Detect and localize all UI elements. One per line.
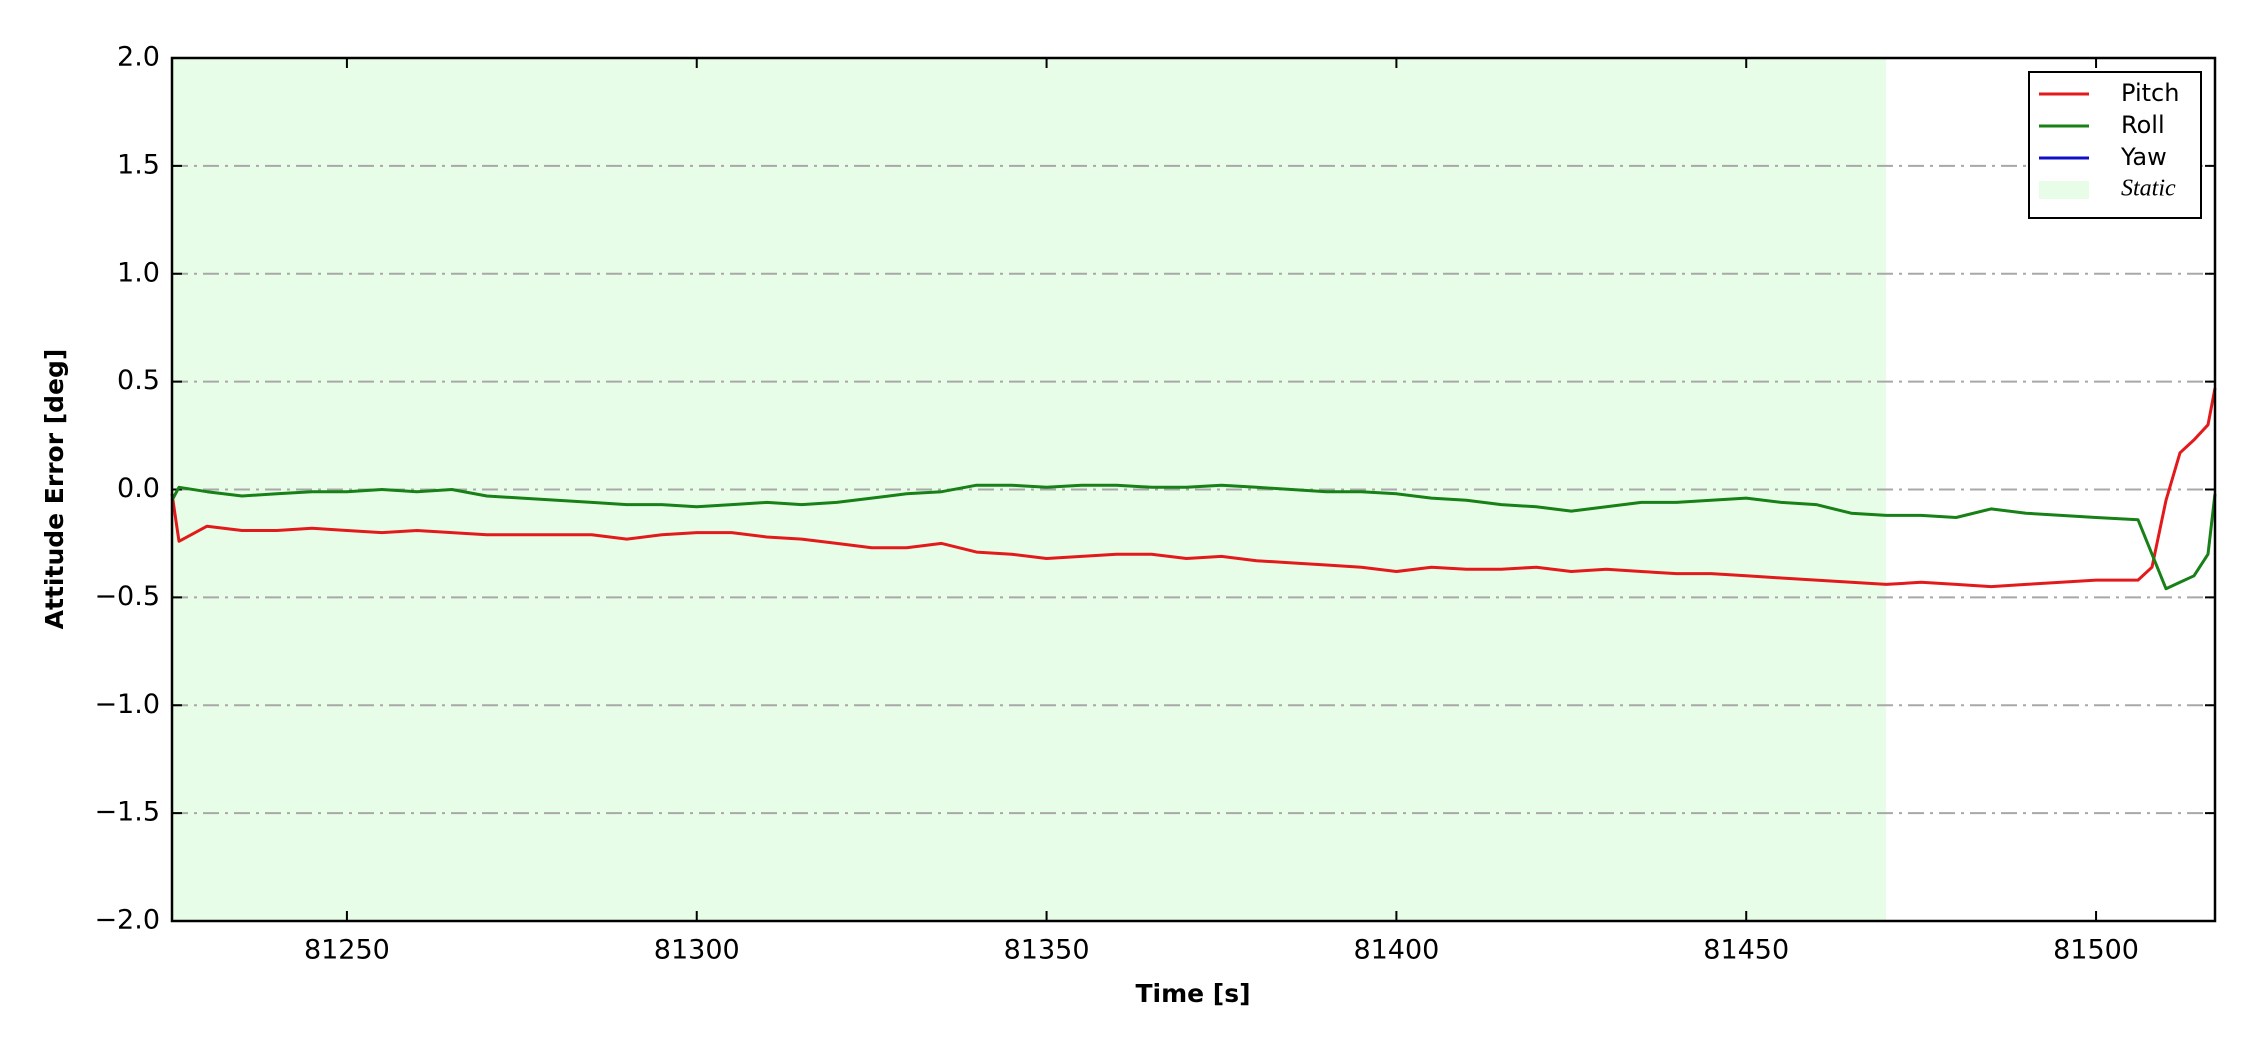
y-tick-label: −2.0 [94, 905, 160, 936]
x-tick-label: 81400 [1353, 935, 1439, 966]
legend-swatch [2039, 181, 2089, 199]
x-tick-label: 81450 [1703, 935, 1789, 966]
x-axis-label: Time [s] [1135, 979, 1250, 1008]
x-tick-label: 81300 [654, 935, 740, 966]
legend-label: Static [2121, 176, 2176, 202]
y-tick-label: 2.0 [117, 42, 160, 73]
legend-label: Roll [2121, 111, 2165, 139]
y-tick-label: 0.5 [117, 365, 160, 396]
series-line [170, 483, 2217, 591]
plot-frame [170, 56, 2217, 923]
y-tick-label: −1.0 [94, 689, 160, 720]
y-axis-label: Attitude Error [deg] [40, 349, 69, 630]
y-tick-label: 0.0 [117, 473, 160, 504]
x-tick-label: 81350 [1004, 935, 1090, 966]
y-tick-label: −0.5 [94, 581, 160, 612]
x-tick-label: 81500 [2053, 935, 2139, 966]
legend-label: Yaw [2120, 143, 2167, 171]
y-tick-label: 1.5 [117, 149, 160, 180]
legend-label: Pitch [2121, 79, 2179, 107]
x-tick-label: 81250 [304, 935, 390, 966]
y-tick-label: 1.0 [117, 257, 160, 288]
series-line [170, 387, 2217, 589]
y-tick-label: −1.5 [94, 797, 160, 828]
